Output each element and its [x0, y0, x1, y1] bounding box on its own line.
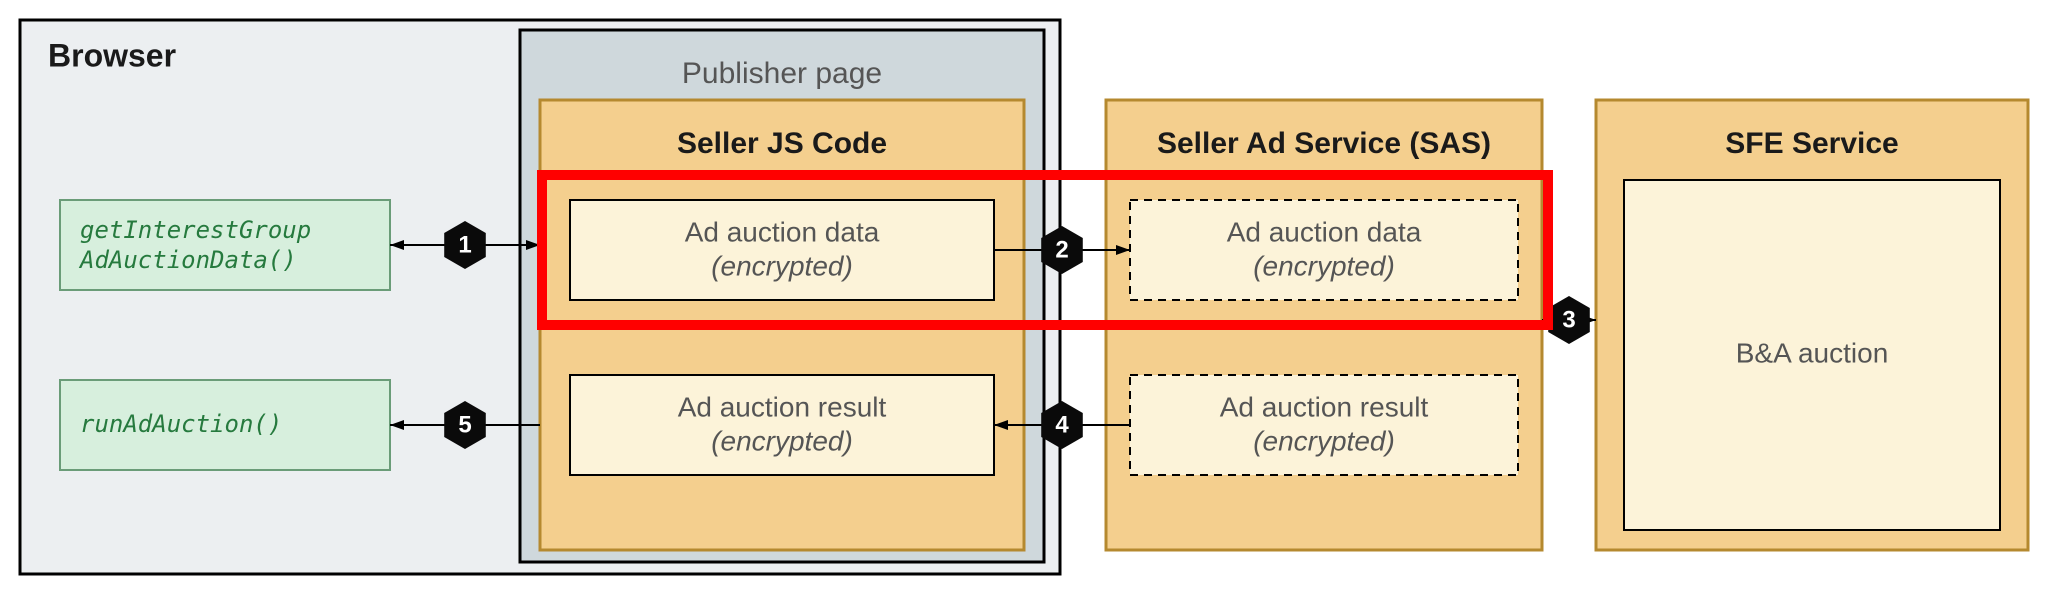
step-badge-text-4: 4: [1055, 411, 1069, 438]
cream-text-js_result-l1: Ad auction result: [678, 391, 887, 422]
sfe-title: SFE Service: [1725, 127, 1898, 160]
green-text-runAuction: runAdAuction(): [80, 410, 282, 438]
cream-text-sas_data-l1: Ad auction data: [1227, 216, 1422, 247]
green-box-getData: [60, 200, 390, 290]
green-text-getData-l1: getInterestGroup: [80, 216, 311, 244]
step-badge-text-2: 2: [1055, 236, 1068, 263]
cream-text-sas_result-l1: Ad auction result: [1220, 391, 1429, 422]
cream-text-js_data-l1: Ad auction data: [685, 216, 880, 247]
seller_js-title: Seller JS Code: [677, 127, 887, 160]
sas-title: Seller Ad Service (SAS): [1157, 127, 1491, 160]
step-badge-text-3: 3: [1562, 306, 1575, 333]
green-text-getData-l2: AdAuctionData(): [78, 246, 297, 274]
cream-text-sas_data-l2: (encrypted): [1253, 250, 1395, 281]
browser-title: Browser: [48, 37, 176, 73]
cream-text-sas_result-l2: (encrypted): [1253, 425, 1395, 456]
cream-text-js_data-l2: (encrypted): [711, 250, 853, 281]
step-badge-text-1: 1: [458, 231, 471, 258]
cream-text-sfe_body: B&A auction: [1736, 337, 1889, 368]
step-badge-text-5: 5: [458, 411, 471, 438]
cream-text-js_result-l2: (encrypted): [711, 425, 853, 456]
flow-diagram: Browser Publisher page Seller JS Code Selle…: [0, 0, 2048, 594]
publisher-page-title: Publisher page: [682, 57, 882, 90]
